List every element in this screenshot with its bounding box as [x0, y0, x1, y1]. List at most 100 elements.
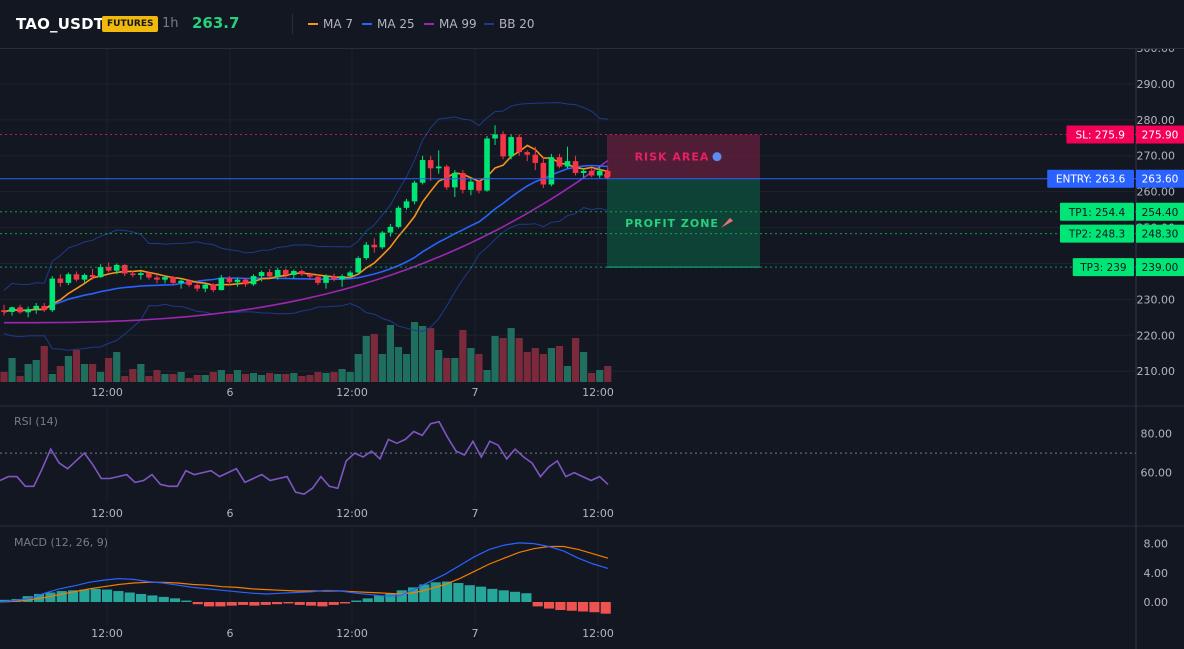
- volume-bar: [419, 326, 427, 382]
- macd-hist-bar: [68, 590, 79, 602]
- risk-zone-label: RISK AREA: [635, 151, 710, 164]
- macd-hist-bar: [158, 596, 169, 602]
- candle-body: [170, 277, 176, 283]
- legend-swatch-ma99: [424, 22, 434, 25]
- volume-bar: [266, 373, 274, 382]
- last-price-marker: [604, 172, 610, 179]
- x-tick-label: 7: [472, 386, 479, 399]
- candle-body: [339, 276, 345, 280]
- candle-body: [210, 284, 217, 291]
- legend-ma25[interactable]: MA 25: [362, 17, 415, 31]
- legend-ma7[interactable]: MA 7: [308, 17, 353, 31]
- volume-bar: [483, 370, 491, 382]
- candle-body: [588, 170, 595, 176]
- candle-body: [146, 273, 152, 278]
- x-tick-label: 7: [472, 507, 479, 520]
- candle-body: [73, 274, 80, 280]
- volume-bar: [241, 374, 250, 382]
- volume-bar: [137, 364, 145, 382]
- candle-body: [65, 274, 72, 283]
- volume-bar: [330, 372, 338, 382]
- candle-body: [81, 274, 88, 280]
- candle-body: [266, 272, 273, 277]
- level-label-tp3: TP3: 239: [1079, 262, 1126, 274]
- macd-hist-bar: [226, 602, 237, 606]
- volume-bar: [523, 352, 531, 382]
- symbol-name[interactable]: TAO_USDT: [16, 15, 105, 33]
- candle-body: [242, 279, 249, 285]
- profit-zone-label: PROFIT ZONE: [625, 217, 719, 230]
- volume-bar: [539, 354, 547, 382]
- volume-bar: [499, 338, 507, 382]
- price-tick-label: 260.00: [1137, 186, 1176, 199]
- candle-body: [33, 305, 39, 310]
- volume-bar: [217, 370, 225, 382]
- macd-hist-bar: [476, 586, 487, 602]
- legend-ma99[interactable]: MA 99: [424, 17, 477, 31]
- volume-bar: [298, 376, 306, 382]
- candle-body: [435, 166, 442, 169]
- volume-bar: [72, 350, 81, 382]
- volume-bar: [129, 369, 137, 382]
- macd-hist-bar: [56, 591, 67, 602]
- volume-bar: [97, 372, 105, 382]
- timeframe-label[interactable]: 1h: [162, 16, 179, 31]
- macd-hist-bar: [306, 602, 317, 606]
- candle-body: [234, 279, 241, 283]
- level-label-bg-tp1: [1060, 202, 1134, 221]
- volume-bar: [16, 376, 24, 382]
- legend-bb20[interactable]: BB 20: [484, 17, 535, 31]
- volume-bar: [596, 370, 604, 382]
- candle-body: [403, 201, 410, 208]
- candle-body: [162, 277, 168, 280]
- candle-body: [315, 276, 321, 283]
- x-tick-label: 6: [227, 386, 234, 399]
- candle-body: [508, 137, 514, 157]
- candle-body: [468, 181, 474, 190]
- macd-hist-bar: [192, 602, 203, 605]
- macd-hist-bar: [45, 592, 56, 602]
- level-label-bg-entry: [1047, 169, 1134, 188]
- level-price-entry: 263.60: [1142, 174, 1179, 186]
- level-label-bg-tp3: [1072, 258, 1134, 277]
- legend-swatch-bb20: [484, 22, 494, 25]
- macd-line: [0, 542, 609, 603]
- volume-bar: [370, 334, 378, 382]
- rsi-panel-label: RSI (14): [14, 415, 58, 428]
- macd-hist-bar: [419, 584, 430, 602]
- volume-bar: [410, 322, 419, 382]
- bb-lower-line: [3, 207, 608, 351]
- rsi-tick-label: 80.00: [1141, 427, 1173, 440]
- macd-hist-bar: [283, 602, 294, 604]
- price-tick-label: 280.00: [1137, 114, 1176, 127]
- candle-body: [25, 309, 31, 313]
- x-tick-label: 12:00: [91, 507, 123, 520]
- level-label-entry: ENTRY: 263.6: [1056, 174, 1126, 186]
- level-price-tp1: 254.40: [1142, 207, 1179, 219]
- volume-bar: [64, 356, 72, 382]
- candle-body: [291, 271, 297, 275]
- candle-body: [516, 137, 522, 153]
- x-tick-label: 6: [227, 627, 234, 640]
- candle-body: [202, 284, 209, 289]
- legend-swatch-ma7: [308, 22, 318, 25]
- volume-bar: [153, 370, 161, 382]
- candle-body: [97, 267, 104, 278]
- macd-hist-bar: [408, 587, 419, 602]
- level-price-bg-tp2: [1136, 224, 1184, 243]
- profit-zone: [607, 178, 760, 268]
- macd-hist-bar: [578, 602, 589, 612]
- level-price-tp2: 248.30: [1142, 229, 1179, 241]
- price-tick-label: 230.00: [1137, 293, 1176, 306]
- volume-bar: [193, 375, 201, 382]
- macd-hist-bar: [442, 581, 453, 602]
- candle-body: [452, 172, 458, 188]
- x-tick-label: 12:00: [582, 507, 614, 520]
- macd-hist-bar: [396, 590, 407, 602]
- candle-body: [572, 161, 579, 173]
- x-tick-label: 7: [472, 627, 479, 640]
- header-divider: [292, 14, 293, 34]
- macd-hist-bar: [374, 595, 385, 602]
- candle-body: [250, 276, 257, 285]
- level-price-bg-entry: [1136, 169, 1184, 188]
